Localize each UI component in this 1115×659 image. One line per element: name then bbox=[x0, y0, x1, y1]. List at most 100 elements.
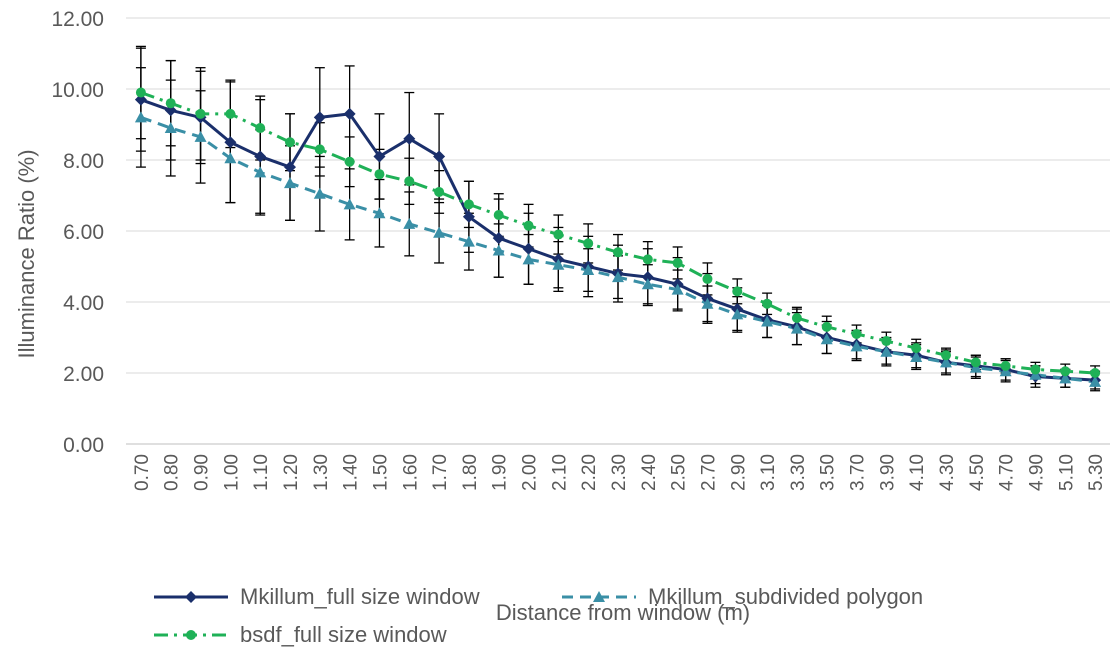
data-point bbox=[612, 271, 624, 283]
data-point bbox=[791, 312, 802, 323]
data-point bbox=[851, 328, 862, 339]
x-axis-label: Distance from window (m) bbox=[496, 600, 750, 625]
legend-item-mkillum-full: Mkillum_full size window bbox=[154, 584, 480, 610]
data-point bbox=[880, 345, 893, 357]
data-point bbox=[671, 283, 684, 295]
x-tick-label: 1.50 bbox=[370, 454, 391, 491]
y-tick-label: 6.00 bbox=[63, 221, 104, 244]
legend-swatch-bsdf-full bbox=[154, 627, 228, 643]
data-point bbox=[134, 111, 147, 123]
x-tick-label: 4.90 bbox=[1026, 454, 1047, 491]
data-point bbox=[820, 333, 833, 345]
data-point bbox=[403, 217, 416, 229]
y-tick-label: 0.00 bbox=[63, 434, 104, 457]
data-point bbox=[373, 150, 386, 163]
x-tick-label: 2.90 bbox=[728, 454, 749, 491]
data-point bbox=[1059, 372, 1072, 384]
x-tick-label: 3.50 bbox=[818, 454, 839, 491]
data-point bbox=[135, 87, 146, 98]
x-tick-label: 1.00 bbox=[221, 454, 242, 491]
data-point bbox=[134, 93, 147, 106]
y-tick-label: 2.00 bbox=[63, 363, 104, 386]
data-point bbox=[911, 343, 922, 354]
data-point bbox=[195, 108, 206, 119]
data-point bbox=[642, 254, 653, 265]
y-axis-tick-labels: 0.00 2.00 4.00 6.00 8.00 10.00 12.00 bbox=[51, 8, 104, 457]
data-point bbox=[403, 132, 416, 145]
x-tick-label: 3.10 bbox=[758, 454, 779, 491]
legend-label-bsdf-full: bsdf_full size window bbox=[240, 622, 447, 647]
x-tick-label: 1.90 bbox=[490, 454, 511, 491]
series-markers bbox=[134, 87, 1102, 387]
error-bars bbox=[135, 45, 1101, 392]
legend-swatch-mkillum-full bbox=[154, 589, 228, 605]
legend-item-mkillum-subdivided: Mkillum_subdivided polygon bbox=[562, 584, 923, 610]
data-point bbox=[462, 210, 475, 223]
data-point bbox=[613, 247, 623, 258]
data-point bbox=[433, 150, 446, 163]
x-tick-label: 3.70 bbox=[848, 454, 869, 491]
x-tick-label: 2.20 bbox=[579, 454, 600, 491]
series-line-3 bbox=[140, 91, 1096, 375]
x-tick-label: 5.30 bbox=[1086, 454, 1107, 491]
data-point bbox=[493, 210, 504, 221]
data-point bbox=[941, 350, 951, 361]
data-point bbox=[583, 238, 594, 249]
data-point bbox=[313, 187, 326, 199]
data-point bbox=[582, 264, 595, 276]
x-tick-label: 2.70 bbox=[698, 454, 719, 491]
data-point bbox=[343, 198, 356, 210]
gridlines bbox=[126, 17, 1110, 445]
data-point bbox=[254, 150, 267, 163]
data-point bbox=[344, 156, 355, 167]
data-point bbox=[164, 122, 177, 134]
y-tick-label: 12.00 bbox=[51, 8, 104, 31]
x-tick-label: 2.30 bbox=[609, 454, 630, 491]
data-point bbox=[790, 322, 803, 334]
data-point bbox=[672, 257, 683, 268]
data-point bbox=[821, 321, 832, 332]
data-point bbox=[374, 169, 385, 180]
data-point bbox=[224, 152, 237, 164]
x-tick-label: 1.20 bbox=[281, 454, 302, 491]
y-axis-label: Illuminance Ratio (%) bbox=[14, 149, 39, 358]
data-point bbox=[552, 258, 565, 270]
x-tick-label: 3.90 bbox=[877, 454, 898, 491]
data-point bbox=[1030, 364, 1041, 375]
x-tick-label: 1.30 bbox=[311, 454, 332, 491]
data-point bbox=[641, 271, 654, 284]
data-point bbox=[522, 253, 535, 265]
data-point bbox=[732, 286, 743, 297]
legend-swatch-mkillum-subdivided bbox=[562, 589, 636, 605]
legend-label-mkillum-subdivided: Mkillum_subdivided polygon bbox=[648, 584, 924, 609]
data-point bbox=[702, 273, 713, 284]
x-tick-label: 1.80 bbox=[460, 454, 481, 491]
data-point bbox=[492, 232, 505, 245]
data-point bbox=[522, 242, 535, 255]
x-tick-label: 0.90 bbox=[192, 454, 213, 491]
x-tick-label: 3.30 bbox=[788, 454, 809, 491]
data-point bbox=[254, 166, 267, 178]
data-point bbox=[373, 207, 386, 219]
y-tick-label: 8.00 bbox=[63, 150, 104, 173]
data-point bbox=[255, 123, 266, 134]
data-point bbox=[225, 108, 236, 119]
data-point bbox=[492, 244, 505, 256]
legend-label-mkillum-full: Mkillum_full size window bbox=[240, 584, 480, 609]
data-point bbox=[165, 98, 176, 109]
data-point bbox=[463, 199, 474, 210]
data-point bbox=[850, 340, 863, 352]
data-point bbox=[285, 137, 295, 148]
data-point bbox=[194, 130, 207, 142]
data-point bbox=[940, 356, 952, 368]
data-point bbox=[701, 297, 714, 309]
x-tick-label: 2.50 bbox=[669, 454, 690, 491]
data-point bbox=[404, 176, 415, 187]
data-point bbox=[910, 351, 923, 363]
x-tick-label: 2.40 bbox=[639, 454, 660, 491]
x-tick-label: 0.80 bbox=[162, 454, 183, 491]
data-point bbox=[1090, 368, 1101, 378]
data-point bbox=[762, 298, 773, 309]
data-point bbox=[1000, 360, 1011, 371]
